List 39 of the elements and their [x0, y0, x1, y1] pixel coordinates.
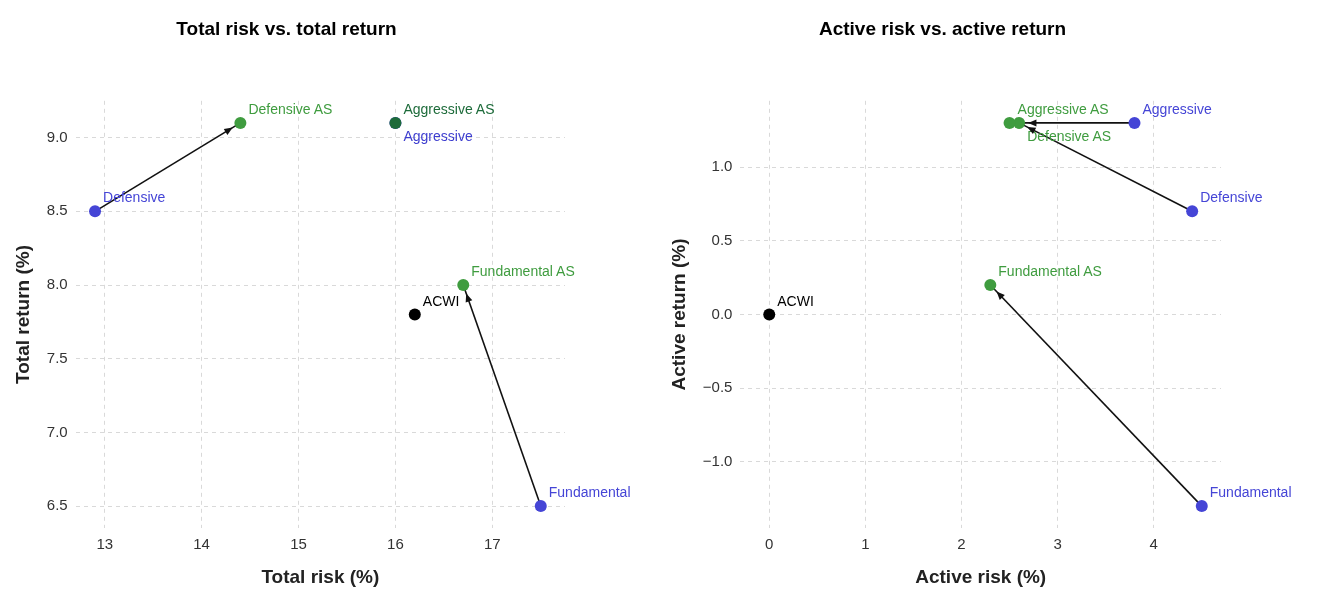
y-tick-label: 0.5 — [711, 230, 733, 248]
y-tick-label: −0.5 — [702, 378, 733, 396]
x-axis-title: Active risk (%) — [915, 565, 1047, 587]
x-axis-title: Total risk (%) — [261, 565, 380, 587]
y-tick-label: 1.0 — [711, 157, 733, 175]
chart-title: Active risk vs. active return — [818, 17, 1067, 39]
x-tick-label: 0 — [765, 535, 774, 553]
series-label: Fundamental — [1209, 484, 1292, 501]
y-tick-label: 7.5 — [46, 348, 68, 366]
series-label: Defensive — [1200, 189, 1263, 206]
chart-title: Total risk vs. total return — [176, 17, 397, 39]
series-label: Defensive AS — [248, 100, 333, 117]
x-tick-label: 14 — [193, 535, 210, 553]
y-axis-title: Active return (%) — [667, 238, 689, 391]
series-label: Aggressive — [1142, 100, 1212, 117]
x-tick-label: 16 — [387, 535, 404, 553]
y-tick-label: 7.0 — [46, 422, 68, 440]
x-tick-label: 2 — [957, 535, 966, 553]
x-tick-label: 13 — [96, 535, 114, 553]
x-tick-label: 15 — [290, 535, 307, 553]
series-label: Fundamental AS — [471, 263, 575, 280]
x-tick-label: 1 — [861, 535, 870, 553]
y-axis-title: Total return (%) — [11, 245, 33, 384]
series-label: Aggressive — [403, 127, 473, 144]
series-label: Fundamental — [548, 484, 631, 501]
series-label: Aggressive AS — [403, 100, 495, 117]
y-tick-label: −1.0 — [702, 452, 733, 470]
series-label: Fundamental AS — [998, 263, 1102, 280]
y-tick-label: 8.0 — [46, 275, 68, 293]
y-tick-label: 0.0 — [711, 304, 733, 322]
x-tick-label: 17 — [483, 535, 501, 553]
y-tick-label: 9.0 — [46, 127, 68, 145]
series-label: ACWI — [422, 292, 460, 309]
y-tick-label: 8.5 — [46, 201, 68, 219]
x-tick-label: 3 — [1053, 535, 1062, 553]
y-tick-label: 6.5 — [46, 496, 68, 514]
series-label: Aggressive AS — [1017, 100, 1109, 117]
x-tick-label: 4 — [1149, 535, 1158, 553]
series-label: ACWI — [777, 292, 814, 309]
